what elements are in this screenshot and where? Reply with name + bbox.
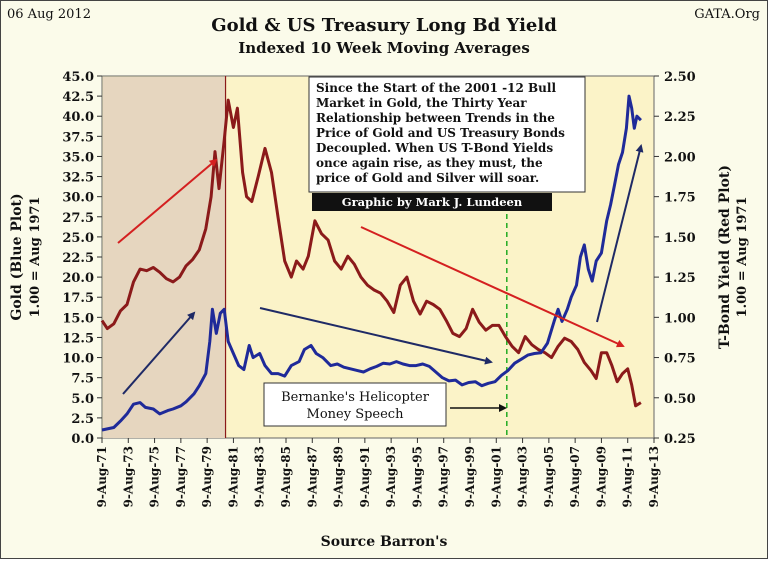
y-tick-label: 37.5 <box>62 130 94 145</box>
speech-box <box>263 382 447 427</box>
annotation-line: Relationship between Trends in the <box>316 111 555 125</box>
annotation-line: price of Gold and Silver will soar. <box>316 171 539 185</box>
y2-tick-label: 0.75 <box>664 352 696 367</box>
annotation-line: Price of Gold and US Treasury Bonds <box>316 126 565 140</box>
x-tick-label: 9-Aug-03 <box>516 446 530 507</box>
annotation-line: Market in Gold, the Thirty Year <box>316 96 527 110</box>
y2-axis-subtitle: 1.00 = Aug 1971 <box>735 197 750 318</box>
annotation-line: Decoupled. When US T-Bond Yields <box>316 141 553 155</box>
y2-tick-label: 0.50 <box>664 392 696 407</box>
y-tick-label: 17.5 <box>62 291 94 306</box>
x-tick-label: 9-Aug-73 <box>121 446 135 507</box>
x-tick-label: 9-Aug-79 <box>200 446 214 507</box>
y-tick-label: 27.5 <box>62 211 94 226</box>
annotation-line: Since the Start of the 2001 -12 Bull <box>316 81 556 95</box>
series-line-tbond-yield <box>100 98 642 408</box>
y-tick-label: 40.0 <box>62 110 94 125</box>
x-tick-label: 9-Aug-97 <box>437 446 451 507</box>
y2-axis-title: T-Bond Yield (Red Plot) <box>717 165 733 349</box>
chart-title: Gold & US Treasury Long Bd Yield <box>211 15 557 36</box>
x-tick-label: 9-Aug-91 <box>358 446 372 507</box>
annotation-box <box>308 76 586 193</box>
right-axis: 0.25 0.50 0.75 1.00 1.25 1.50 1.75 2.00 2.25 2.50 <box>654 70 696 447</box>
y-tick-label: 25.0 <box>62 231 94 246</box>
y-tick-label: 32.5 <box>62 171 94 186</box>
y2-tick-label: 0.25 <box>664 432 696 447</box>
trend-arrow-navy-up-1 <box>122 311 196 395</box>
x-tick-label: 9-Aug-95 <box>410 446 424 507</box>
series-line-gold <box>101 94 642 432</box>
y-tick-label: 22.5 <box>62 251 94 266</box>
trend-arrow-navy-down <box>259 307 493 365</box>
trend-arrow-red-down <box>360 226 625 348</box>
x-tick-label: 9-Aug-09 <box>594 446 608 507</box>
y2-tick-label: 2.50 <box>664 70 696 85</box>
x-tick-label: 9-Aug-01 <box>489 446 503 507</box>
y-tick-label: 2.5 <box>71 412 94 427</box>
chart-subtitle: Indexed 10 Week Moving Averages <box>238 39 530 57</box>
x-tick-label: 9-Aug-71 <box>95 446 109 507</box>
x-tick-label: 9-Aug-89 <box>332 446 346 507</box>
y-tick-label: 12.5 <box>62 331 94 346</box>
x-tick-label: 9-Aug-13 <box>647 446 661 507</box>
y-tick-label: 30.0 <box>62 191 94 206</box>
y-tick-label: 5.0 <box>71 392 94 407</box>
y2-tick-label: 2.00 <box>664 150 696 165</box>
y2-tick-label: 1.00 <box>664 311 696 326</box>
y-tick-label: 45.0 <box>62 70 94 85</box>
x-tick-label: 9-Aug-77 <box>174 446 188 507</box>
x-tick-label: 9-Aug-75 <box>148 446 162 507</box>
y-tick-label: 10.0 <box>62 352 94 367</box>
source-site-label: GATA.Org <box>694 7 760 22</box>
credit-label: Graphic by Mark J. Lundeen <box>342 195 523 209</box>
y-tick-label: 7.5 <box>71 372 94 387</box>
y-tick-label: 0.0 <box>71 432 94 447</box>
x-tick-label: 9-Aug-05 <box>542 446 556 507</box>
y2-tick-label: 1.75 <box>664 191 696 206</box>
x-tick-label: 9-Aug-93 <box>384 446 398 507</box>
y-tick-label: 20.0 <box>62 271 94 286</box>
x-axis-title: Source Barron's <box>321 534 448 550</box>
speech-label-line: Money Speech <box>307 407 405 422</box>
shaded-region <box>103 77 226 438</box>
trend-arrow-navy-up-2 <box>596 144 644 323</box>
date-label: 06 Aug 2012 <box>7 7 91 22</box>
y2-tick-label: 2.25 <box>664 110 696 125</box>
credit-banner <box>312 193 552 211</box>
speech-label-line: Bernanke's Helicopter <box>281 390 430 405</box>
x-tick-label: 9-Aug-87 <box>305 446 319 507</box>
x-tick-label: 9-Aug-81 <box>226 446 240 507</box>
y-tick-label: 42.5 <box>62 90 94 105</box>
x-tick-label: 9-Aug-85 <box>279 446 293 507</box>
trend-arrow-red-up <box>117 158 218 244</box>
left-axis: 0.0 2.5 5.0 7.5 10.0 12.5 15.0 17.5 20.0 22.5 25.0… <box>62 70 102 447</box>
x-tick-label: 9-Aug-11 <box>621 446 635 507</box>
y-axis-subtitle: 1.00 = Aug 1971 <box>28 197 43 318</box>
y-tick-label: 15.0 <box>62 311 94 326</box>
x-tick-label: 9-Aug-83 <box>253 446 267 507</box>
y-axis-title: Gold (Blue Plot) <box>9 193 25 320</box>
y2-tick-label: 1.50 <box>664 231 696 246</box>
y-tick-label: 35.0 <box>62 150 94 165</box>
x-axis: 9-Aug-71 9-Aug-73 9-Aug-75 9-Aug-77 9-Aug-79… <box>95 438 661 507</box>
annotation-line: once again rise, as they must, the <box>316 156 543 170</box>
x-tick-label: 9-Aug-07 <box>568 446 582 507</box>
x-tick-label: 9-Aug-99 <box>463 446 477 507</box>
y2-tick-label: 1.25 <box>664 271 696 286</box>
